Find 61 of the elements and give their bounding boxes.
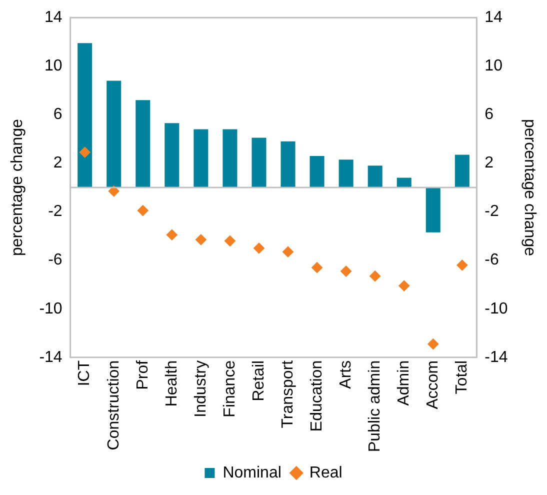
y2-tick-label: 14 bbox=[484, 9, 503, 26]
point bbox=[340, 266, 352, 277]
x-tick-label: Admin bbox=[396, 360, 413, 406]
bar bbox=[280, 141, 296, 188]
point bbox=[456, 260, 468, 271]
point bbox=[370, 270, 381, 282]
x-tick-label: Education bbox=[308, 360, 326, 432]
y-tick-label: -10 bbox=[39, 300, 62, 318]
y-tick-label: 2 bbox=[53, 154, 62, 172]
y2-tick-label: 2 bbox=[484, 154, 494, 172]
y2-tick-label: -14 bbox=[484, 348, 508, 366]
y-tick-label: -14 bbox=[39, 348, 62, 366]
bar bbox=[368, 166, 382, 188]
bar bbox=[252, 138, 266, 188]
point bbox=[137, 205, 148, 216]
x-tick-label: Arts bbox=[337, 360, 354, 389]
bar bbox=[194, 129, 208, 188]
x-tick-label: Construction bbox=[105, 360, 122, 450]
y-tick-label: -2 bbox=[48, 203, 62, 220]
point bbox=[312, 262, 323, 274]
bar bbox=[136, 100, 150, 188]
bar bbox=[222, 129, 238, 188]
bar bbox=[426, 188, 440, 232]
bar bbox=[78, 43, 92, 188]
y-tick-label: -6 bbox=[48, 252, 62, 269]
bar bbox=[310, 156, 324, 188]
bar bbox=[454, 154, 470, 188]
legend-label: Nominal bbox=[222, 464, 282, 482]
bar bbox=[164, 123, 180, 188]
y2-tick-label: 6 bbox=[484, 106, 494, 124]
y2-tick-label: -10 bbox=[484, 300, 508, 318]
y-axis-title: percentage change bbox=[9, 118, 26, 256]
point bbox=[108, 186, 120, 197]
y2-tick-label: -6 bbox=[484, 252, 500, 269]
x-tick-label: Accom bbox=[424, 360, 442, 410]
point bbox=[253, 242, 264, 254]
point bbox=[282, 246, 294, 258]
legend-label: Real bbox=[309, 464, 342, 482]
y-tick-label: 14 bbox=[44, 9, 62, 26]
point bbox=[224, 235, 236, 246]
x-tick-label: Public admin bbox=[366, 360, 384, 452]
y-tick-label: 10 bbox=[44, 58, 62, 75]
y2-tick-label: 10 bbox=[484, 58, 503, 75]
y2-axis-title: percentage change bbox=[520, 119, 538, 256]
y2-tick-label: -2 bbox=[484, 203, 500, 220]
x-tick-label: Total bbox=[454, 360, 471, 394]
point bbox=[398, 280, 410, 292]
point bbox=[195, 234, 206, 246]
x-tick-label: ICT bbox=[76, 360, 94, 386]
x-tick-label: Health bbox=[163, 360, 180, 407]
x-tick-label: Retail bbox=[250, 360, 268, 402]
x-tick-label: Transport bbox=[279, 360, 296, 428]
point bbox=[166, 229, 178, 240]
point bbox=[79, 146, 90, 158]
x-tick-label: Prof bbox=[134, 360, 152, 390]
y-tick-label: 6 bbox=[53, 106, 62, 124]
bar bbox=[106, 80, 122, 188]
point bbox=[428, 338, 439, 350]
x-tick-label: Finance bbox=[221, 360, 238, 418]
x-tick-label: Industry bbox=[192, 360, 210, 418]
bar bbox=[338, 160, 354, 188]
